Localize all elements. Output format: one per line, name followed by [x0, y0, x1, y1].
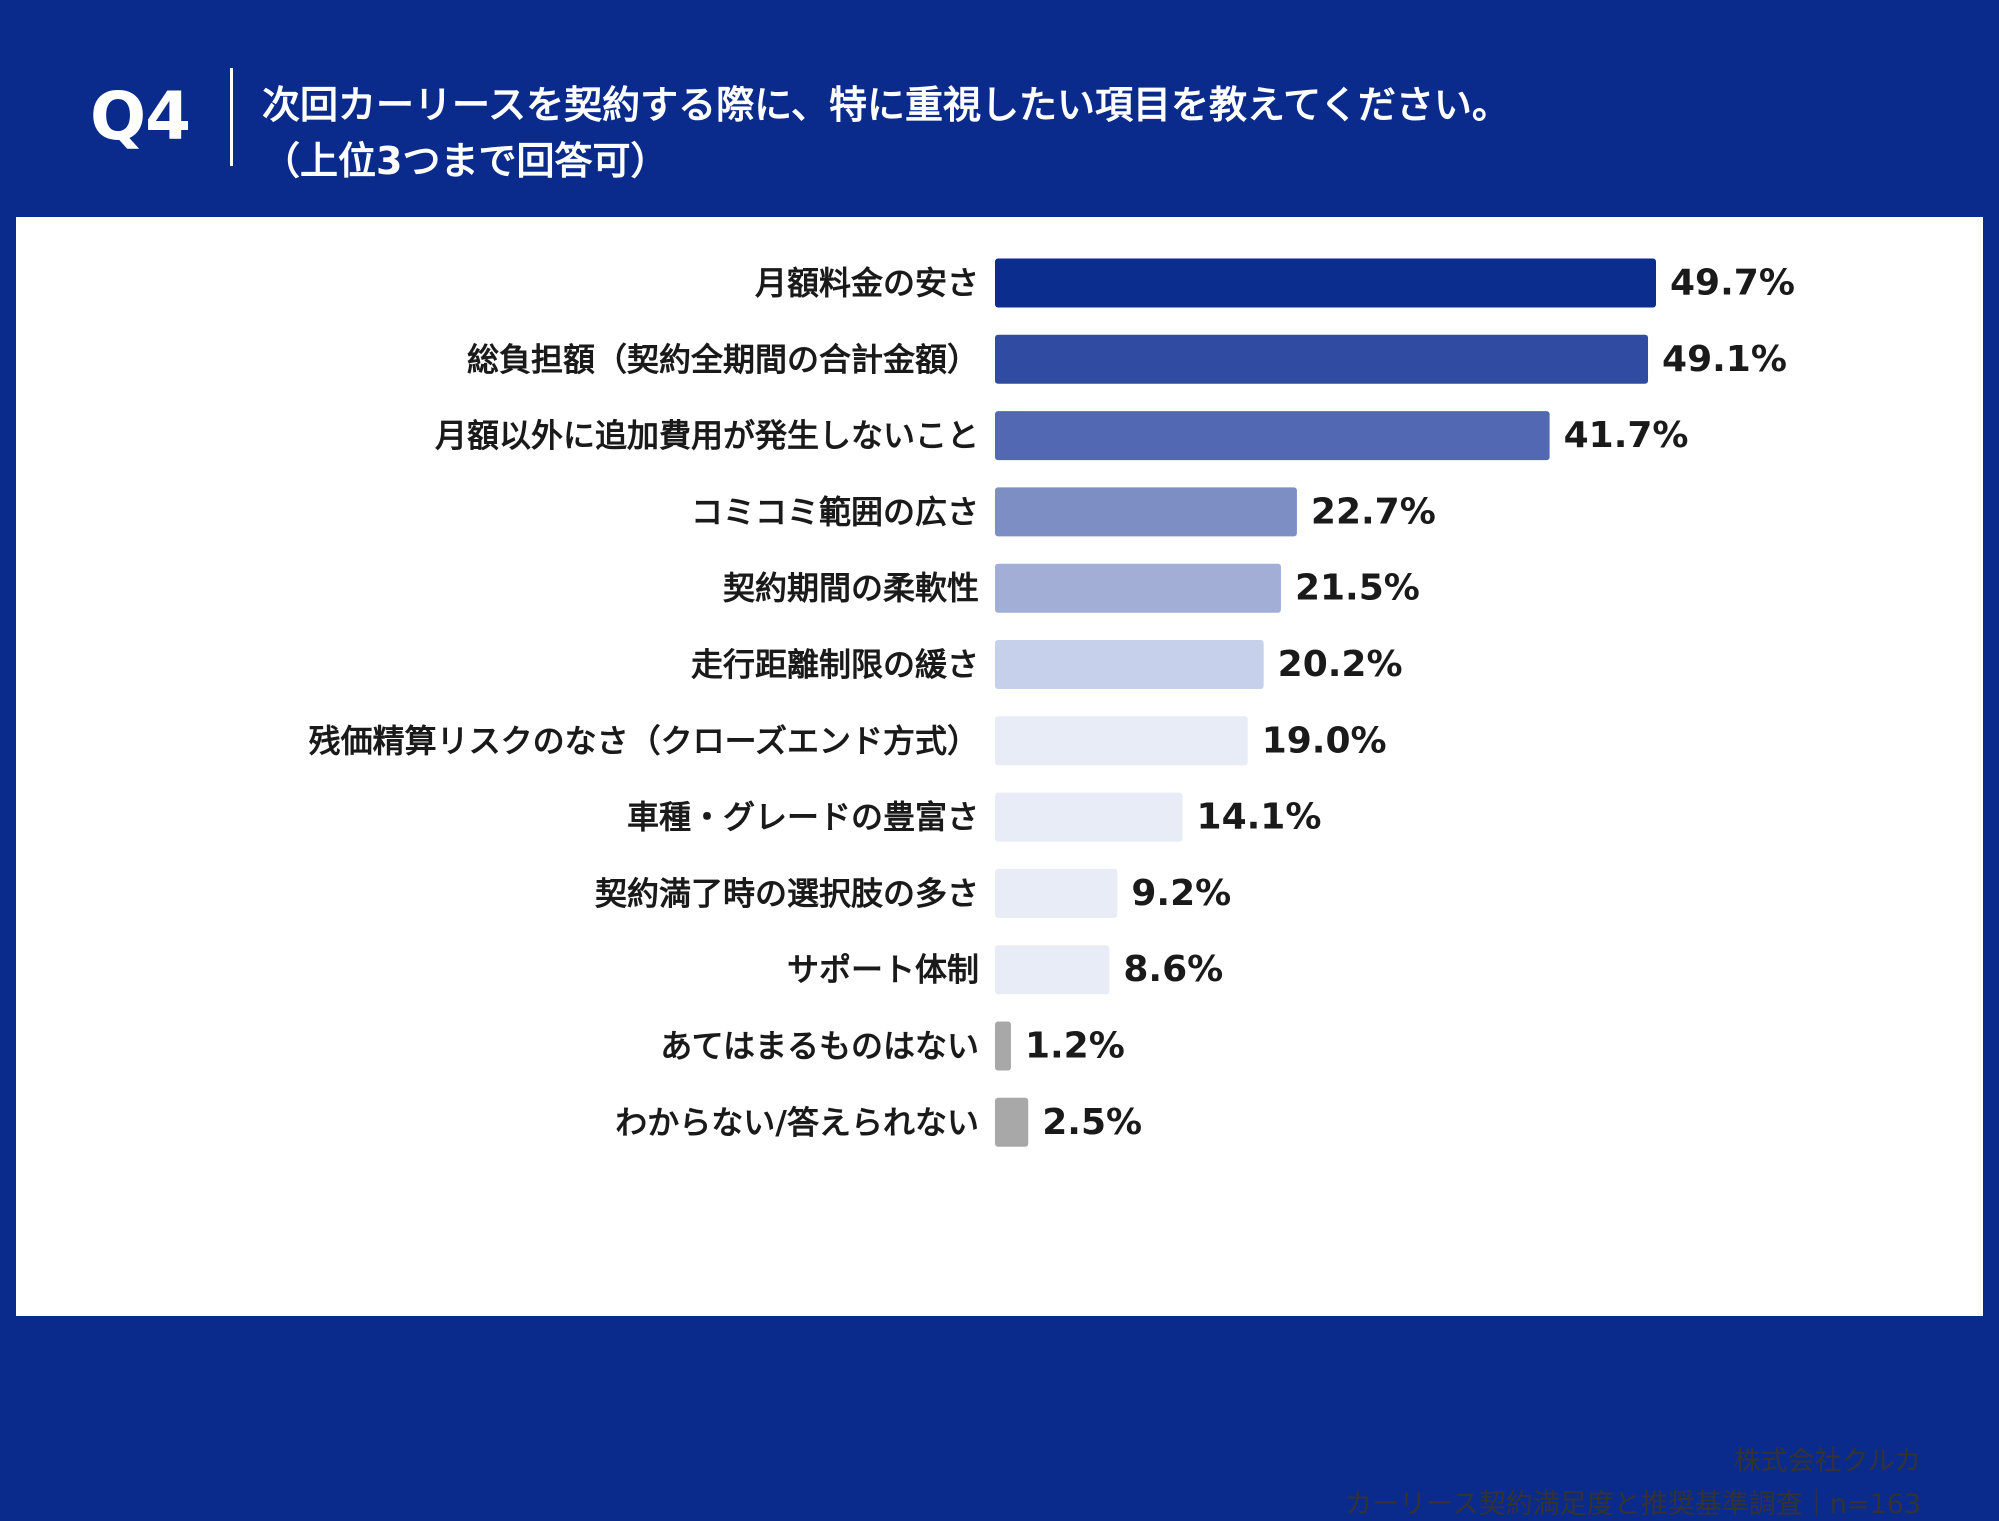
bar: [995, 945, 1110, 995]
bar: [995, 411, 1550, 461]
value-label: 19.0%: [1262, 720, 1387, 761]
value-label: 14.1%: [1197, 797, 1322, 838]
value-label: 8.6%: [1123, 949, 1223, 990]
bar: [995, 487, 1297, 537]
category-label: 契約期間の柔軟性: [723, 569, 979, 607]
category-label: 車種・グレードの豊富さ: [627, 798, 979, 836]
bar: [995, 792, 1183, 842]
question-title: 次回カーリースを契約する際に、特に重視したい項目を教えてください。: [262, 83, 1510, 127]
bar-chart: 月額料金の安さ 49.7% 総負担額（契約全期間の合計金額） 49.1% 月額以外に追加…: [309, 258, 1795, 1147]
chart-panel: 月額料金の安さ 49.7% 総負担額（契約全期間の合計金額） 49.1% 月額以外に追加…: [16, 217, 1983, 1520]
header-band: Q4 次回カーリースを契約する際に、特に重視したい項目を教えてください。 （上位…: [0, 0, 1999, 215]
value-label: 22.7%: [1311, 491, 1436, 532]
question-number: Q4: [90, 78, 191, 155]
footer-survey: カーリース契約満足度と推奨基準調査｜n=163: [1345, 1489, 1921, 1520]
question-note: （上位3つまで回答可）: [262, 139, 669, 183]
header-divider: [230, 68, 233, 166]
value-label: 20.2%: [1278, 644, 1403, 685]
bar: [995, 716, 1248, 766]
category-label: 総負担額（契約全期間の合計金額）: [467, 340, 979, 378]
bar: [995, 640, 1264, 689]
category-label: コミコミ範囲の広さ: [691, 493, 979, 531]
value-label: 2.5%: [1042, 1102, 1142, 1143]
value-label: 9.2%: [1131, 873, 1231, 914]
value-label: 41.7%: [1564, 415, 1689, 456]
bar: [995, 334, 1649, 384]
category-label: 月額料金の安さ: [755, 264, 979, 302]
category-label: 月額以外に追加費用が発生しないこと: [435, 417, 979, 455]
category-label: わからない/答えられない: [615, 1103, 979, 1141]
category-label: 契約満了時の選択肢の多さ: [595, 874, 979, 912]
category-label: 残価精算リスクのなさ（クローズエンド方式）: [309, 722, 979, 760]
value-label: 21.5%: [1295, 568, 1420, 609]
category-label: サポート体制: [787, 951, 979, 989]
footer-company: 株式会社クルカ: [1733, 1446, 1921, 1477]
value-label: 49.1%: [1662, 339, 1787, 380]
bar: [995, 1097, 1029, 1147]
category-label: 走行距離制限の緩さ: [691, 646, 979, 684]
value-label: 49.7%: [1670, 263, 1795, 304]
bar: [995, 868, 1118, 918]
category-label: あてはまるものはない: [660, 1027, 979, 1065]
value-label: 1.2%: [1025, 1026, 1125, 1067]
bar: [995, 1021, 1011, 1071]
bar: [995, 258, 1657, 308]
bar: [995, 563, 1281, 613]
